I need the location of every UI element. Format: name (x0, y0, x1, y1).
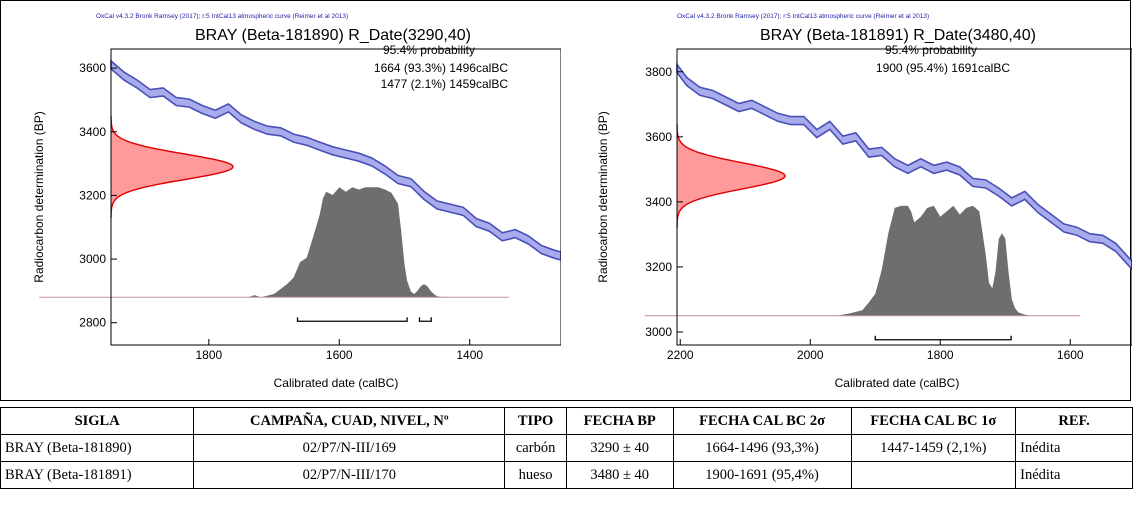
range-label: 1664 (93.3%) 1496calBC (374, 61, 508, 75)
header-fecha-bp: FECHA BP (565, 407, 674, 435)
cell-campana: 02/P7/N-III/170 (193, 461, 506, 489)
cell-tipo: carbón (504, 434, 567, 462)
header-campana: CAMPAÑA, CUAD, NIVEL, Nº (193, 407, 506, 435)
header-sigla: SIGLA (0, 407, 195, 435)
range-bar (874, 335, 1012, 341)
chart-title: BRAY (Beta-181891) R_Date(3480,40) (760, 27, 1036, 44)
table-row: BRAY (Beta-181891) 02/P7/N-III/170 hueso… (0, 461, 1133, 489)
chart-credit: OxCal v4.3.2 Bronk Ramsey (2017); r:5 In… (96, 13, 348, 20)
cell-fecha-bp: 3480 ± 40 (565, 461, 674, 489)
x-tick-label: 2200 (667, 348, 694, 362)
chart-title: BRAY (Beta-181890) R_Date(3290,40) (195, 27, 471, 44)
cell-fecha-cal-2s: 1664-1496 (93,3%) (672, 434, 852, 462)
table-header-row: SIGLA CAMPAÑA, CUAD, NIVEL, Nº TIPO FECH… (0, 407, 1133, 435)
cell-sigla: BRAY (Beta-181890) (0, 434, 195, 462)
cell-tipo: hueso (504, 461, 567, 489)
header-ref: REF. (1015, 407, 1133, 435)
posterior-distribution (680, 205, 1071, 316)
measurement-distribution-fill (677, 123, 785, 228)
y-tick-label: 3000 (645, 325, 672, 339)
chart-credit: OxCal v4.3.2 Bronk Ramsey (2017); r:5 In… (677, 13, 929, 20)
x-tick-label: 1600 (1057, 348, 1084, 362)
measurement-distribution (676, 123, 786, 228)
x-axis-label: Calibrated date (calBC) (835, 376, 960, 390)
plot-frame (110, 48, 561, 346)
cell-fecha-cal-1s: 1447-1459 (2,1%) (850, 434, 1017, 462)
posterior-distribution (215, 187, 451, 298)
y-tick-label: 3800 (645, 65, 672, 79)
calibration-chart-beta-181891: OxCal v4.3.2 Bronk Ramsey (2017); r:5 In… (596, 13, 1132, 390)
radiocarbon-data-table: SIGLA CAMPAÑA, CUAD, NIVEL, Nº TIPO FECH… (0, 407, 1133, 489)
header-fecha-cal-1s: FECHA CAL BC 1σ (850, 407, 1017, 435)
plot-frame (676, 48, 1132, 346)
y-tick-label: 3600 (79, 61, 106, 75)
cell-fecha-bp: 3290 ± 40 (565, 434, 674, 462)
y-tick-label: 3600 (645, 130, 672, 144)
x-axis-label: Calibrated date (calBC) (274, 376, 399, 390)
measurement-distribution-fill (111, 115, 233, 218)
header-tipo: TIPO (504, 407, 567, 435)
header-fecha-cal-2s: FECHA CAL BC 2σ (672, 407, 852, 435)
figure-frame: OxCal v4.3.2 Bronk Ramsey (2017); r:5 In… (0, 0, 1132, 401)
y-tick-label: 3200 (645, 260, 672, 274)
cell-fecha-cal-1s (850, 461, 1017, 489)
range-label: 1900 (95.4%) 1691calBC (876, 61, 1010, 75)
y-tick-label: 2800 (79, 316, 106, 330)
y-tick-label: 3400 (645, 195, 672, 209)
x-tick-label: 1600 (326, 348, 353, 362)
y-tick-label: 3200 (79, 188, 106, 202)
calibration-chart-beta-181890: OxCal v4.3.2 Bronk Ramsey (2017); r:5 In… (32, 13, 561, 390)
range-bar (296, 317, 408, 322)
x-tick-label: 1400 (456, 348, 483, 362)
cell-campana: 02/P7/N-III/169 (193, 434, 506, 462)
y-axis-label: Radiocarbon determination (BP) (32, 111, 46, 282)
measurement-distribution (110, 115, 234, 218)
probability-label: 95.4% probability (885, 43, 977, 57)
x-tick-label: 1800 (195, 348, 222, 362)
x-tick-label: 1800 (927, 348, 954, 362)
y-axis-label: Radiocarbon determination (BP) (596, 111, 610, 282)
cell-ref: Inédita (1015, 434, 1133, 462)
range-label: 1477 (2.1%) 1459calBC (381, 77, 509, 91)
calibration-curve-band (676, 62, 1132, 271)
calibration-curve-band (110, 59, 561, 261)
probability-label: 95.4% probability (383, 43, 475, 57)
cell-ref: Inédita (1015, 461, 1133, 489)
cell-fecha-cal-2s: 1900-1691 (95,4%) (672, 461, 852, 489)
y-tick-label: 3400 (79, 125, 106, 139)
table-row: BRAY (Beta-181890) 02/P7/N-III/169 carbó… (0, 434, 1133, 462)
range-bar (418, 317, 432, 322)
y-tick-label: 3000 (79, 252, 106, 266)
x-tick-label: 2000 (797, 348, 824, 362)
cell-sigla: BRAY (Beta-181891) (0, 461, 195, 489)
